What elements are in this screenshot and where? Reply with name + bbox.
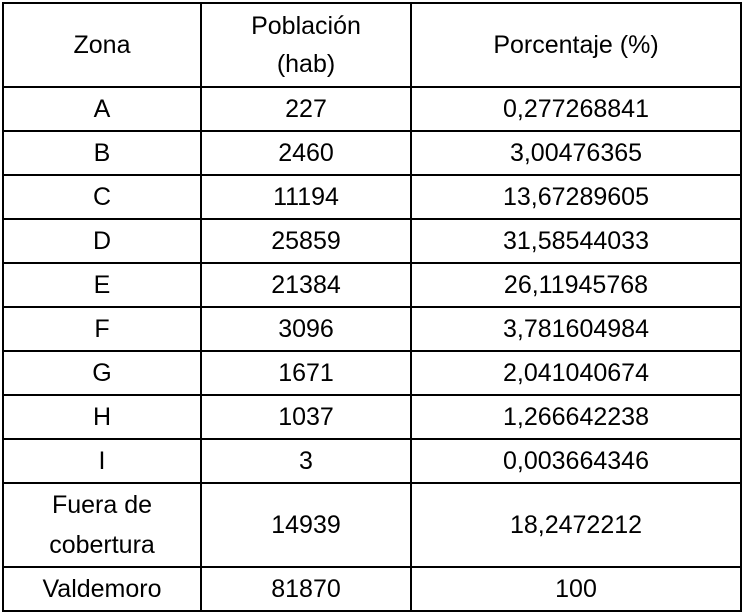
cell-text: 81870 xyxy=(271,575,341,603)
table-cell: E xyxy=(2,262,202,308)
table-cell: 1671 xyxy=(200,350,412,396)
cell-text: 1,266642238 xyxy=(503,403,649,431)
table-cell: 31,58544033 xyxy=(410,218,742,264)
cell-text: 2460 xyxy=(278,139,334,167)
cell-text: B xyxy=(93,139,111,167)
cell-text: Población (hab) xyxy=(251,12,361,78)
table-cell: 1037 xyxy=(200,394,412,440)
table-cell: 3,00476365 xyxy=(410,130,742,176)
table-cell: I xyxy=(2,438,202,484)
cell-text: E xyxy=(93,271,111,299)
table-cell: C xyxy=(2,174,202,220)
table-row: A 227 0,277268841 xyxy=(2,86,742,132)
cell-text: 0,277268841 xyxy=(503,95,649,123)
table-cell: 21384 xyxy=(200,262,412,308)
table-cell: 100 xyxy=(410,566,742,612)
header-row: Zona Población (hab) Porcentaje (%) xyxy=(2,2,742,88)
header-cell: Porcentaje (%) xyxy=(410,2,742,88)
table-cell: Fuera de cobertura xyxy=(2,482,202,568)
table-cell: 25859 xyxy=(200,218,412,264)
cell-text: G xyxy=(92,359,112,387)
table-cell: 227 xyxy=(200,86,412,132)
table-row: B 2460 3,00476365 xyxy=(2,130,742,176)
cell-text: 3096 xyxy=(278,315,334,343)
cell-text: 3,00476365 xyxy=(509,139,643,167)
table-row: Valdemoro 81870 100 xyxy=(2,566,742,612)
cell-text: I xyxy=(98,447,106,475)
table-row: I 3 0,003664346 xyxy=(2,438,742,484)
table-cell: 1,266642238 xyxy=(410,394,742,440)
table-row: E 21384 26,11945768 xyxy=(2,262,742,308)
header-cell: Población (hab) xyxy=(200,2,412,88)
cell-text: 31,58544033 xyxy=(503,227,649,255)
cell-text: 26,11945768 xyxy=(503,271,649,299)
cell-text: Fuera de cobertura xyxy=(49,491,155,559)
table-cell: Valdemoro xyxy=(2,566,202,612)
table-header: Zona Población (hab) Porcentaje (%) xyxy=(2,2,742,88)
table-cell: 3 xyxy=(200,438,412,484)
table-row: Fuera de cobertura 14939 18,2472212 xyxy=(2,482,742,568)
table-cell: G xyxy=(2,350,202,396)
cell-text: A xyxy=(93,95,111,123)
table-cell: 2,041040674 xyxy=(410,350,742,396)
table-cell: 2460 xyxy=(200,130,412,176)
table-body: A 227 0,277268841 B 2460 3,00476365 C 11194 13,6… xyxy=(2,86,742,612)
cell-text: 25859 xyxy=(271,227,341,255)
cell-text: F xyxy=(94,315,110,343)
table-row: D 25859 31,58544033 xyxy=(2,218,742,264)
table-cell: D xyxy=(2,218,202,264)
table-cell: 3,781604984 xyxy=(410,306,742,352)
cell-text: H xyxy=(92,403,112,431)
cell-text: 14939 xyxy=(271,511,341,539)
table-row: C 11194 13,67289605 xyxy=(2,174,742,220)
cell-text: 21384 xyxy=(271,271,341,299)
cell-text: 11194 xyxy=(273,183,339,211)
table-cell: 14939 xyxy=(200,482,412,568)
cell-text: 18,2472212 xyxy=(509,511,643,539)
table-cell: B xyxy=(2,130,202,176)
cell-text: 13,67289605 xyxy=(503,183,649,211)
cell-text: Zona xyxy=(73,31,131,59)
table-cell: A xyxy=(2,86,202,132)
table-cell: 81870 xyxy=(200,566,412,612)
cell-text: C xyxy=(92,183,112,211)
table-row: G 1671 2,041040674 xyxy=(2,350,742,396)
cell-text: 3,781604984 xyxy=(503,315,649,343)
table-cell: 26,11945768 xyxy=(410,262,742,308)
table-cell: 3096 xyxy=(200,306,412,352)
table-cell: 11194 xyxy=(200,174,412,220)
cell-text: 3 xyxy=(299,447,313,475)
cell-text: 1037 xyxy=(278,403,334,431)
table-cell: 0,277268841 xyxy=(410,86,742,132)
cell-text: 100 xyxy=(555,575,597,603)
table-cell: 0,003664346 xyxy=(410,438,742,484)
cell-text: Porcentaje (%) xyxy=(493,31,659,59)
table-cell: H xyxy=(2,394,202,440)
cell-text: 2,041040674 xyxy=(503,359,649,387)
cell-text: 1671 xyxy=(278,359,334,387)
table-cell: 13,67289605 xyxy=(410,174,742,220)
table-row: F 3096 3,781604984 xyxy=(2,306,742,352)
cell-text: 227 xyxy=(285,95,327,123)
cell-text: D xyxy=(92,227,112,255)
cell-text: Valdemoro xyxy=(42,575,162,603)
header-cell: Zona xyxy=(2,2,202,88)
table-row: H 1037 1,266642238 xyxy=(2,394,742,440)
table-cell: 18,2472212 xyxy=(410,482,742,568)
table-cell: F xyxy=(2,306,202,352)
cell-text: 0,003664346 xyxy=(503,447,649,475)
